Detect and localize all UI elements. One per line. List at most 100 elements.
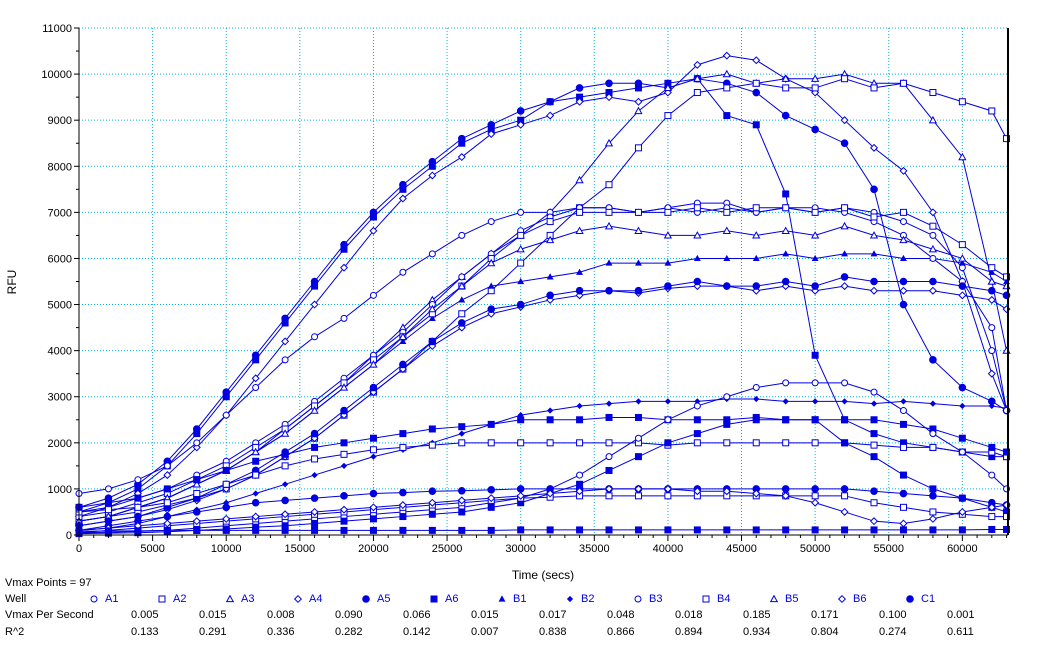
series-line	[78, 225, 1007, 522]
data-point	[222, 411, 230, 419]
series-a4	[74, 51, 1011, 521]
data-point	[723, 208, 731, 216]
series-well-20	[75, 525, 1011, 535]
legend-marker-diamond-icon	[837, 594, 847, 604]
data-point	[664, 526, 672, 534]
data-point	[812, 398, 819, 405]
data-point	[310, 507, 319, 516]
data-point	[516, 120, 525, 129]
r2-row-label: R^2	[5, 626, 25, 638]
data-point	[457, 486, 466, 495]
data-point	[1003, 273, 1011, 281]
data-point	[811, 492, 819, 500]
series-line	[78, 419, 1007, 535]
data-point	[841, 379, 849, 387]
data-point	[781, 277, 790, 286]
data-point	[251, 498, 260, 507]
legend-well-name: A1	[105, 593, 119, 605]
series-line	[78, 78, 1007, 513]
data-point	[752, 121, 760, 129]
data-point	[487, 526, 495, 534]
data-point	[281, 319, 289, 327]
data-point	[929, 430, 937, 438]
data-point	[899, 443, 907, 451]
series-line	[78, 202, 1008, 495]
data-point	[516, 491, 525, 500]
data-point	[369, 434, 377, 442]
data-point	[810, 74, 820, 82]
series-well-19	[74, 484, 1011, 535]
data-point	[282, 481, 289, 488]
data-point	[752, 79, 760, 87]
data-point	[576, 526, 584, 534]
vmax-value: 0.008	[267, 609, 295, 621]
y-tick-label: 2000	[48, 438, 72, 450]
data-point	[899, 218, 907, 226]
data-point	[870, 213, 878, 221]
legend-marker-triangle-icon	[225, 594, 235, 603]
data-point	[340, 263, 349, 272]
data-point	[428, 441, 436, 449]
data-point	[782, 84, 790, 92]
series-line	[78, 488, 1007, 531]
r2-value: 0.282	[335, 626, 363, 638]
data-point	[399, 337, 407, 344]
data-point	[163, 512, 172, 521]
data-point	[428, 250, 436, 258]
data-point	[870, 400, 878, 407]
data-point	[340, 450, 348, 458]
r2-value: 0.838	[539, 626, 567, 638]
data-point	[752, 384, 760, 392]
legend-well-name: B3	[649, 593, 663, 605]
data-point	[870, 441, 878, 449]
y-tick-label: 7000	[48, 207, 72, 219]
data-point	[869, 231, 879, 239]
data-point	[958, 434, 966, 442]
data-point	[959, 402, 966, 410]
data-point	[693, 74, 702, 82]
r2-value: 0.894	[675, 626, 703, 638]
data-point	[693, 204, 701, 212]
data-point	[988, 525, 996, 533]
data-point	[281, 337, 290, 346]
data-point	[252, 384, 260, 392]
data-point	[870, 286, 879, 295]
data-point	[693, 254, 701, 262]
data-point	[369, 360, 378, 368]
data-point	[369, 446, 377, 454]
data-point	[693, 89, 701, 97]
series-b1	[75, 250, 1010, 524]
data-point	[782, 416, 790, 424]
data-point	[693, 282, 702, 291]
data-point	[398, 194, 407, 203]
vmax-points-label: Vmax Points = 97	[5, 577, 92, 589]
data-point	[457, 153, 466, 162]
data-point	[664, 112, 672, 120]
y-tick-label: 4000	[48, 346, 72, 358]
data-point	[753, 395, 760, 403]
data-point	[399, 513, 407, 521]
data-point	[546, 526, 554, 534]
x-tick-label: 55000	[873, 543, 904, 555]
data-point	[222, 393, 230, 401]
series-line	[78, 55, 1007, 518]
r2-value: 0.007	[471, 626, 499, 638]
data-point	[575, 487, 584, 496]
data-point	[575, 226, 584, 234]
data-point	[693, 439, 701, 447]
data-point	[193, 439, 201, 447]
data-point	[1003, 513, 1011, 521]
data-point	[840, 273, 849, 281]
data-point	[723, 112, 731, 120]
series-a6	[75, 75, 1011, 516]
data-point	[664, 208, 672, 216]
data-point	[369, 226, 378, 235]
vmax-value: 0.066	[403, 609, 431, 621]
series-b3	[75, 204, 1011, 516]
data-point	[370, 453, 377, 460]
data-point	[899, 79, 907, 87]
data-point	[399, 185, 407, 193]
r2-value: 0.142	[403, 626, 431, 638]
data-point	[369, 383, 378, 392]
legend-marker	[837, 594, 847, 604]
